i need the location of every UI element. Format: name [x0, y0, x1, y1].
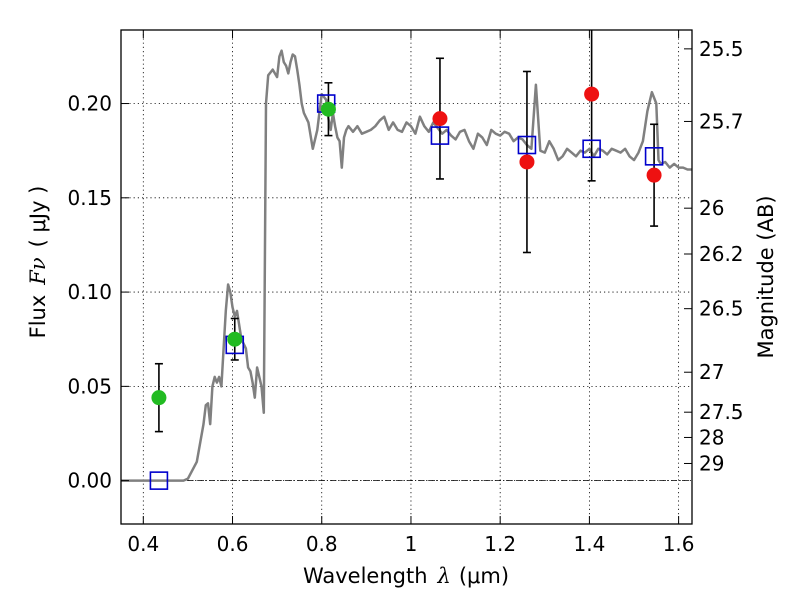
model-photometry-square: [430, 126, 450, 145]
y-tick-label: 0.15: [67, 186, 112, 210]
x-tick-label: 1.6: [663, 532, 695, 556]
mag-tick-label: 26.5: [699, 297, 744, 321]
x-tick-label: 1: [405, 532, 418, 556]
mag-tick-label: 25.5: [699, 37, 744, 61]
model-photometry-square: [582, 139, 601, 159]
mag-tick-label: 26: [699, 196, 724, 220]
y-tick-label: 0.00: [67, 469, 112, 493]
x-tick-label: 0.8: [306, 532, 338, 556]
mag-tick-label: 26.2: [699, 242, 744, 266]
y2-axis-label: Magnitude (AB): [754, 195, 778, 358]
mag-tick-label: 27.5: [699, 400, 744, 424]
model-photometry-square: [517, 135, 537, 155]
x-tick-label: 1.4: [573, 532, 605, 556]
y-tick-label: 0.20: [67, 92, 112, 116]
y-tick-label: 0.10: [67, 280, 112, 304]
observed-point-red: [646, 167, 662, 183]
model-photometry-square: [149, 471, 169, 490]
observed-point-red: [519, 154, 535, 170]
observed-point-red: [432, 111, 448, 127]
model-photometry-square: [644, 147, 664, 166]
mag-tick-label: 28: [699, 425, 724, 449]
grid: [121, 30, 692, 524]
model-sed-line: [121, 49, 692, 482]
mag-tick-label: 27: [699, 360, 724, 384]
x-tick-label: 1.2: [484, 532, 516, 556]
observed-point-red: [584, 86, 600, 102]
axis-ticks: 0.4 0.6 0.8 1 1.2 1.4 1.6 0.00 0.05 0.10 0.15 0.20 2…: [67, 30, 744, 556]
x-tick-label: 0.4: [127, 532, 159, 556]
plot-frame: [120, 29, 693, 525]
y-tick-label: 0.05: [67, 374, 112, 398]
observed-point-green: [227, 331, 243, 347]
x-axis-label: Wavelength λ (μm): [303, 564, 509, 588]
y-axis-label: FluxFν( μJy ): [26, 186, 50, 339]
mag-tick-label: 25.7: [699, 109, 744, 133]
plot-area: [121, 30, 692, 490]
mag-tick-label: 29: [699, 451, 724, 475]
observed-point-green: [151, 390, 167, 406]
x-tick-label: 0.6: [217, 532, 249, 556]
observed-point-green: [320, 101, 336, 117]
